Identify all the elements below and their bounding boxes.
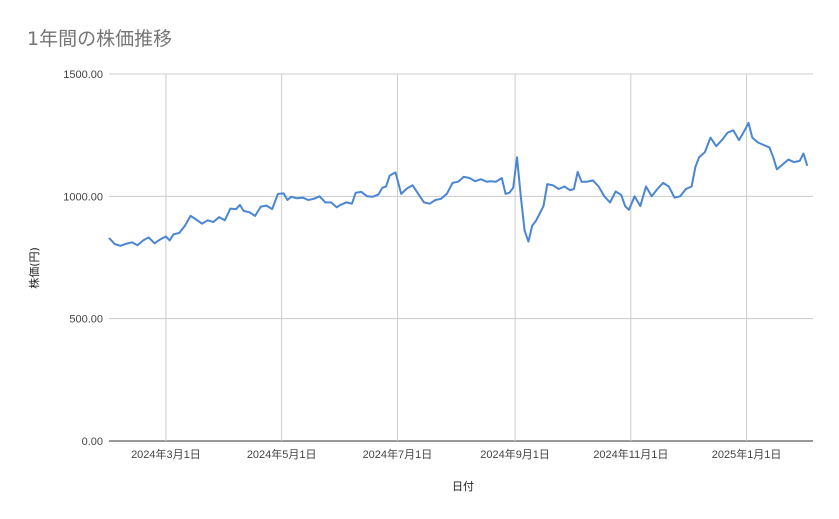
y-tick-label: 1000.00 xyxy=(63,191,103,203)
x-tick-label: 2024年7月1日 xyxy=(363,447,433,461)
x-tick-label: 2024年9月1日 xyxy=(480,447,550,461)
y-tick-label: 500.00 xyxy=(69,314,103,326)
x-tick-label: 2024年5月1日 xyxy=(247,447,317,461)
y-axis-title: 株価(円) xyxy=(27,247,41,289)
series-line xyxy=(108,121,809,247)
y-tick-label: 0.00 xyxy=(82,436,103,448)
x-tick-label: 2024年3月1日 xyxy=(131,447,201,461)
x-axis-title: 日付 xyxy=(452,480,474,493)
y-tick-label: 1500.00 xyxy=(63,69,103,81)
x-tick-label: 2025年1月1日 xyxy=(712,447,782,461)
chart-title: 1年間の株価推移 xyxy=(27,28,173,50)
x-axis-tick-labels: 2024年3月1日 2024年5月1日 2024年7月1日 2024年9月1日 2024… xyxy=(131,447,781,461)
x-tick-label: 2024年11月1日 xyxy=(593,447,668,461)
y-axis-tick-labels: 0.00 500.00 1000.00 1500.00 xyxy=(63,69,103,448)
gridlines xyxy=(109,73,813,442)
